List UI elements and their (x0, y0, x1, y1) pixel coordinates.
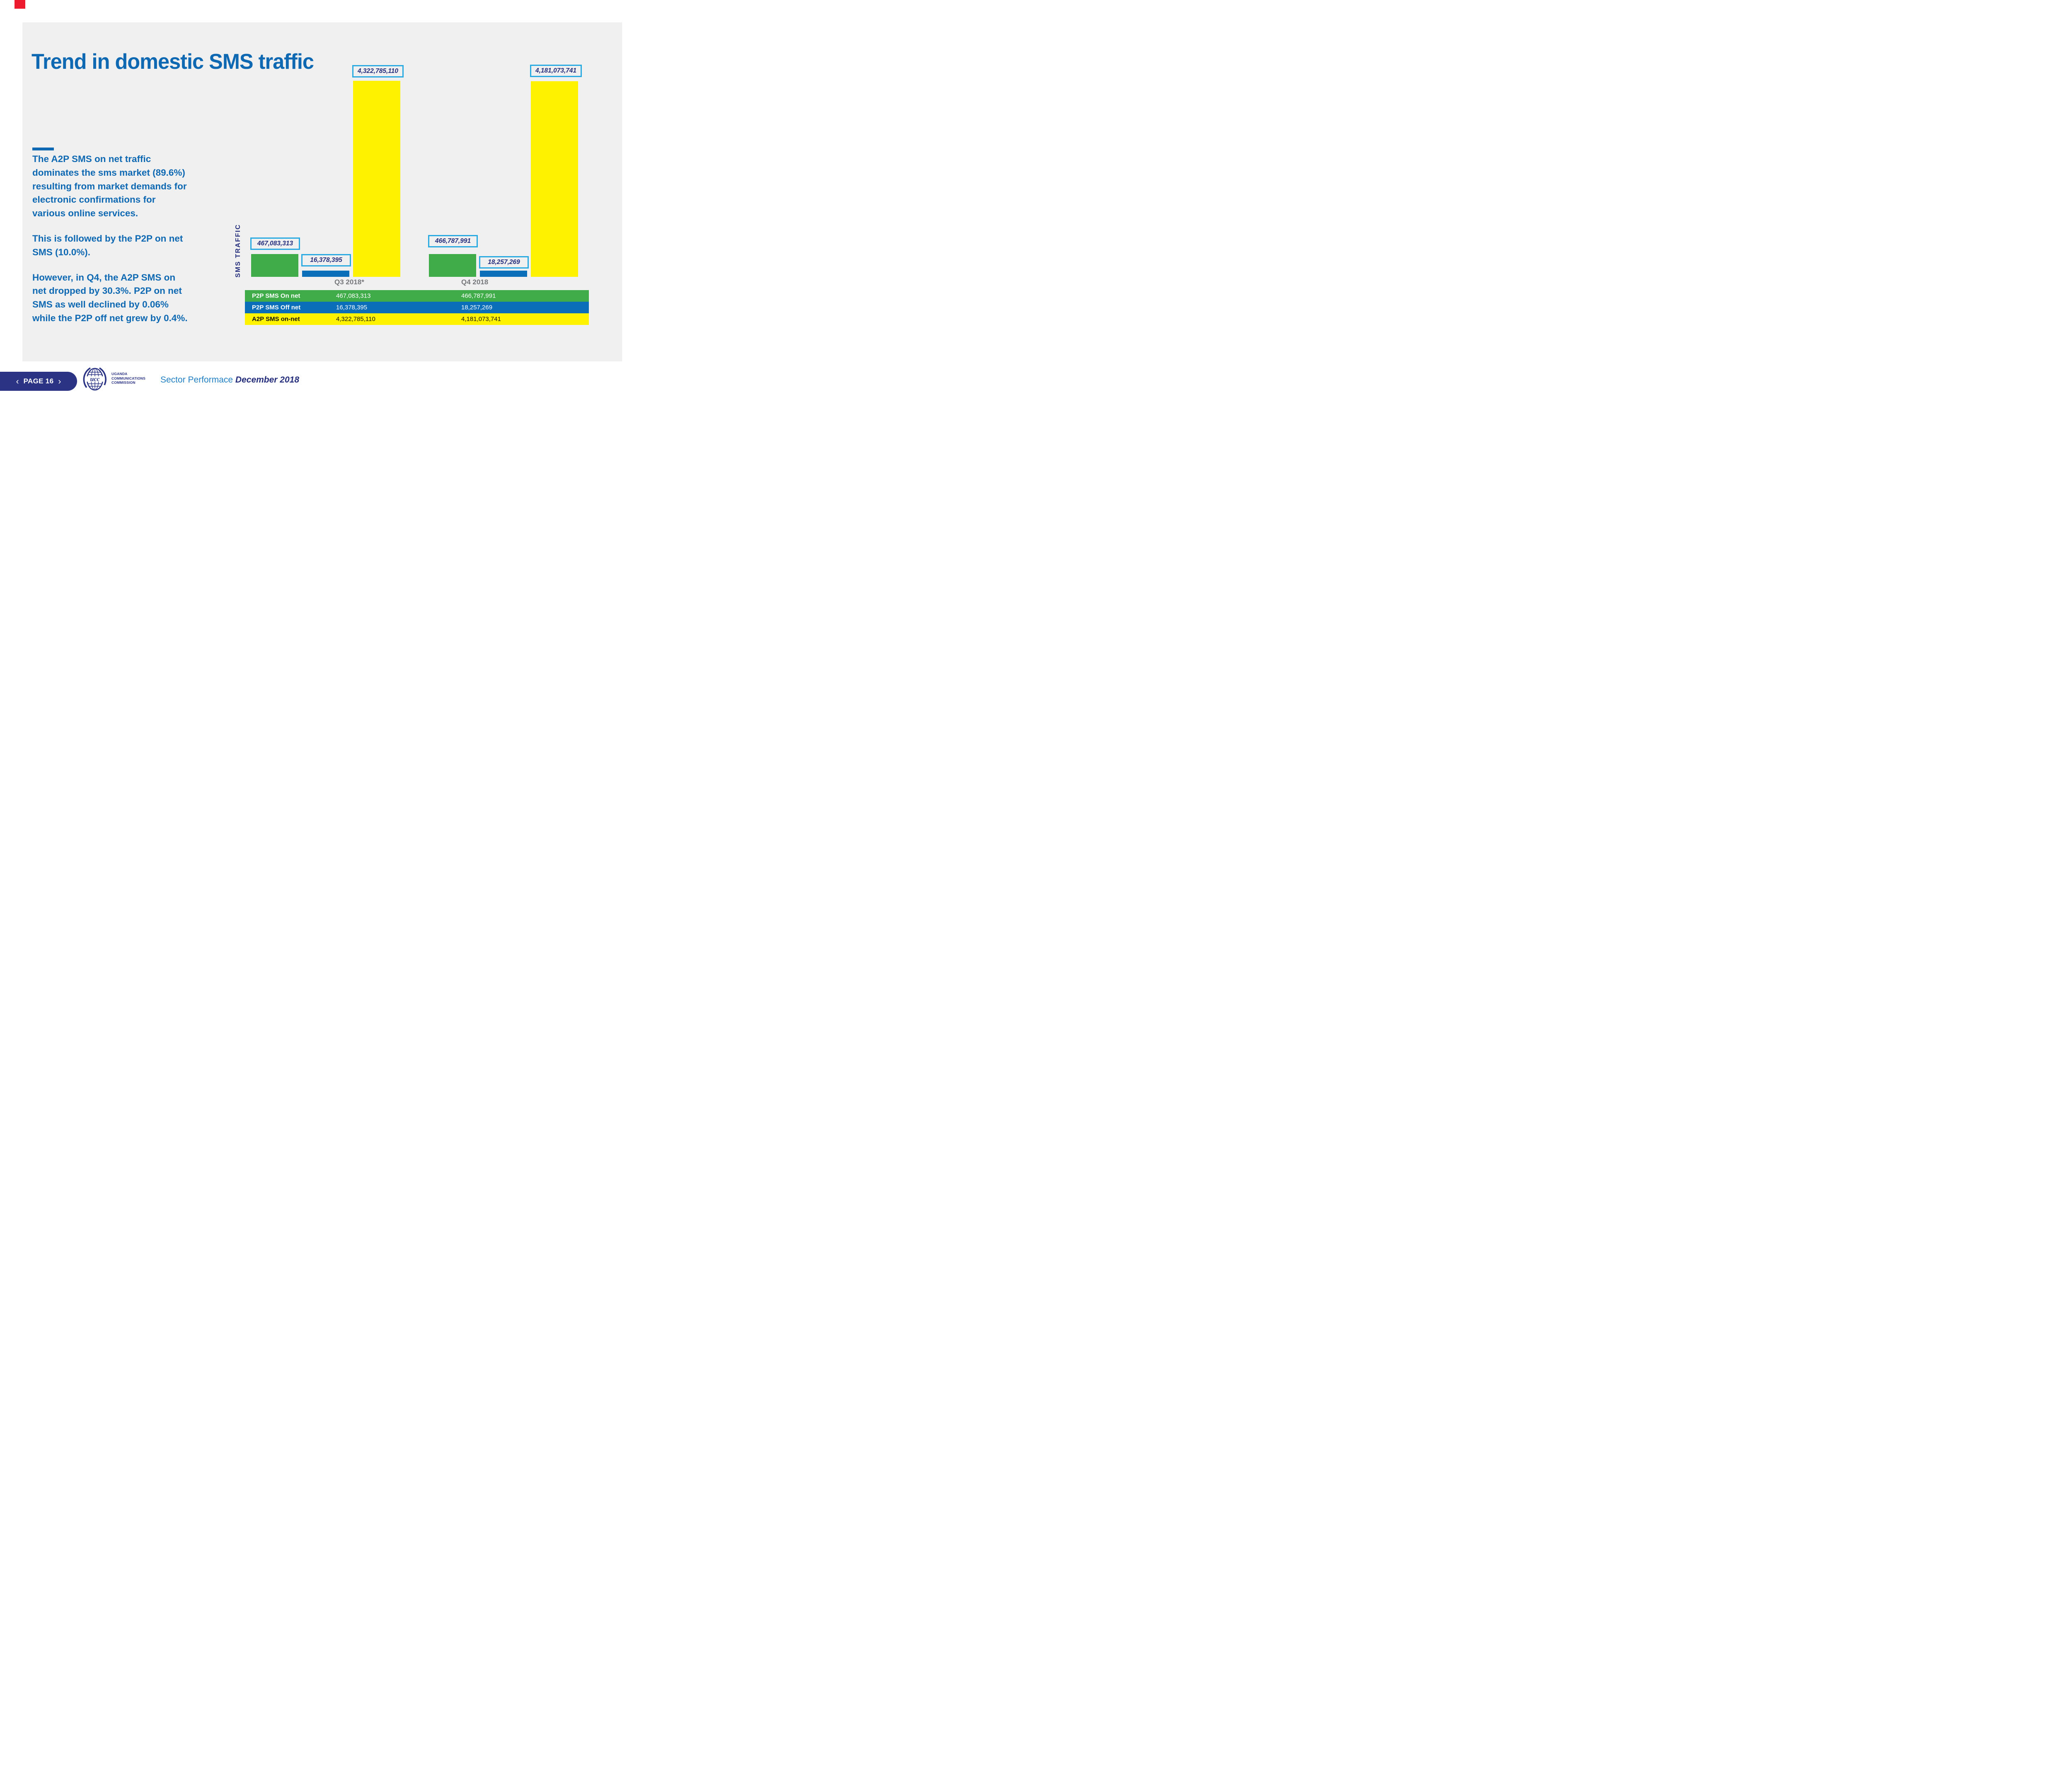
org-line-3: COMMISSION (111, 380, 136, 385)
value-label-a2p-sms-on-net-q3-2018-: 4,322,785,110 (352, 65, 404, 77)
bar-p2p-sms-off-net-q4-2018 (480, 271, 527, 277)
org-line-2: COMMUNICATIONS (111, 376, 145, 380)
page-nav-pill: ‹ PAGE 16 › (0, 372, 77, 391)
x-axis-label-q3-2018-: Q3 2018* (334, 278, 364, 286)
value-label-p2p-sms-on-net-q3-2018-: 467,083,313 (250, 237, 300, 250)
ucc-logo-icon: ucc (83, 367, 107, 391)
value-label-p2p-sms-on-net-q4-2018: 466,787,991 (428, 235, 478, 247)
bar-a2p-sms-on-net-q3-2018- (353, 81, 400, 277)
bar-a2p-sms-on-net-q4-2018 (531, 81, 578, 277)
row-value-1: 16,378,395 (336, 304, 368, 311)
table-row-p2p-sms-on-net: P2P SMS On net 467,083,313 466,787,991 (245, 290, 589, 302)
row-value-2: 466,787,991 (461, 292, 496, 300)
accent-dash (32, 148, 54, 150)
row-value-1: 467,083,313 (336, 292, 371, 300)
org-name-block: UGANDA COMMUNICATIONS COMMISSION (111, 372, 145, 385)
commentary-paragraph-2: This is followed by the P2P on net SMS (… (32, 233, 183, 257)
x-axis-label-q4-2018: Q4 2018 (461, 278, 489, 286)
red-corner-mark (15, 0, 25, 9)
table-row-p2p-sms-off-net: P2P SMS Off net 16,378,395 18,257,269 (245, 302, 589, 313)
table-row-a2p-sms-on-net: A2P SMS on-net 4,322,785,110 4,181,073,741 (245, 313, 589, 325)
value-label-p2p-sms-off-net-q3-2018-: 16,378,395 (301, 254, 351, 266)
report-edition: December 2018 (235, 375, 300, 385)
report-name: Sector Performace (160, 375, 233, 385)
svg-text:ucc: ucc (90, 376, 99, 383)
bar-p2p-sms-on-net-q4-2018 (429, 254, 476, 277)
page-title: Trend in domestic SMS traffic (31, 49, 314, 74)
row-value-1: 4,322,785,110 (336, 315, 375, 323)
commentary-paragraph-1: The A2P SMS on net traffic dominates the… (32, 154, 187, 219)
row-value-2: 4,181,073,741 (461, 315, 501, 323)
report-title: Sector Performace December 2018 (160, 375, 299, 385)
bar-p2p-sms-on-net-q3-2018- (251, 254, 298, 277)
next-page-icon[interactable]: › (58, 376, 61, 386)
row-value-2: 18,257,269 (461, 304, 493, 311)
org-line-1: UGANDA (111, 372, 128, 376)
report-slide: Trend in domestic SMS traffic The A2P SM… (0, 0, 640, 400)
value-label-p2p-sms-off-net-q4-2018: 18,257,269 (479, 256, 529, 269)
row-label: A2P SMS on-net (252, 315, 300, 323)
value-label-a2p-sms-on-net-q4-2018: 4,181,073,741 (530, 65, 582, 77)
y-axis-label: SMS TRAFFIC (235, 224, 242, 278)
page-number-label: PAGE 16 (23, 377, 54, 385)
row-label: P2P SMS On net (252, 292, 300, 300)
row-label: P2P SMS Off net (252, 304, 301, 311)
commentary-paragraph-3: However, in Q4, the A2P SMS on net dropp… (32, 272, 188, 323)
commentary-block: The A2P SMS on net traffic dominates the… (32, 153, 235, 337)
prev-page-icon[interactable]: ‹ (16, 376, 19, 386)
bar-p2p-sms-off-net-q3-2018- (302, 271, 349, 277)
